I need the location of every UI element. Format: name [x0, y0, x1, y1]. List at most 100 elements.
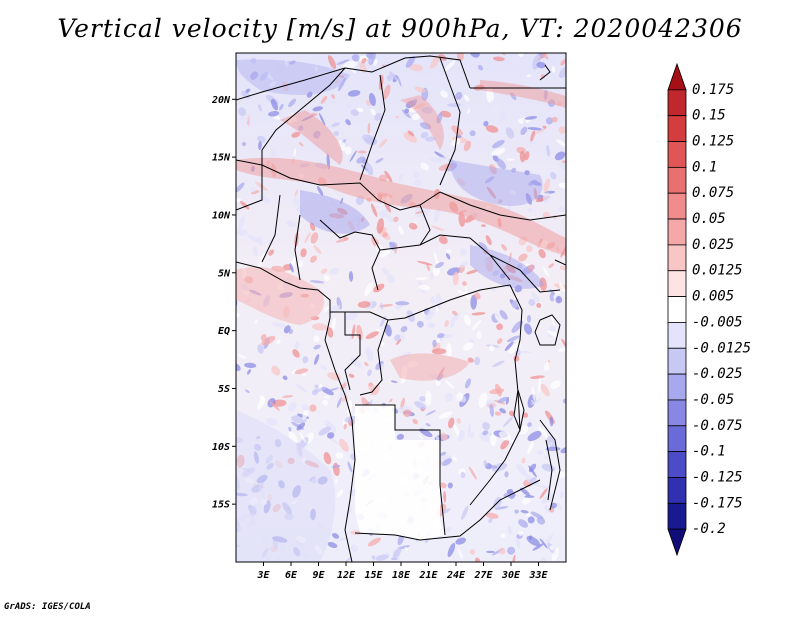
- texture-speck: [357, 215, 361, 229]
- texture-speck: [548, 263, 555, 268]
- colorbar-bin: [667, 347, 687, 375]
- texture-speck: [247, 115, 250, 127]
- texture-speck: [496, 323, 504, 331]
- texture-speck: [487, 100, 493, 109]
- nile-delta: [539, 64, 551, 81]
- texture-speck: [381, 267, 389, 276]
- texture-speck: [456, 418, 461, 424]
- texture-speck: [445, 392, 453, 402]
- texture-speck: [293, 147, 297, 157]
- texture-speck: [440, 432, 448, 441]
- colorbar-bin: [667, 141, 687, 168]
- texture-speck: [371, 555, 376, 560]
- texture-speck: [288, 98, 297, 108]
- texture-speck: [394, 334, 401, 341]
- texture-speck: [457, 548, 464, 560]
- sahara-ascent-patch: [280, 110, 343, 165]
- texture-speck: [443, 491, 447, 503]
- lake-malawi: [545, 439, 553, 501]
- texture-speck: [486, 550, 495, 554]
- texture-speck: [544, 504, 549, 513]
- texture-speck: [345, 103, 352, 110]
- texture-speck: [561, 338, 566, 347]
- colorbar-bin: [667, 192, 687, 220]
- colorbar-bin: [667, 166, 687, 194]
- border-east-drc: [509, 284, 523, 431]
- texture-speck: [559, 265, 566, 271]
- texture-speck: [470, 294, 478, 310]
- texture-speck: [312, 106, 324, 112]
- texture-speck: [374, 113, 382, 121]
- texture-speck: [236, 182, 245, 193]
- texture-speck: [379, 249, 391, 258]
- texture-speck: [356, 156, 366, 164]
- texture-speck: [540, 74, 546, 79]
- texture-speck: [407, 130, 415, 137]
- texture-speck: [323, 452, 332, 465]
- texture-speck: [538, 248, 546, 259]
- page-title: Vertical velocity [m/s] at 900hPa, VT: 2…: [57, 14, 743, 43]
- texture-speck: [561, 160, 566, 164]
- texture-speck: [255, 181, 268, 191]
- texture-speck: [294, 383, 307, 393]
- texture-speck: [386, 274, 396, 283]
- texture-speck: [498, 431, 512, 441]
- texture-speck: [504, 341, 514, 352]
- border-gabon: [344, 312, 361, 391]
- texture-speck: [347, 220, 355, 231]
- texture-speck: [456, 392, 464, 402]
- texture-speck: [370, 203, 378, 217]
- texture-speck: [524, 116, 538, 120]
- texture-speck: [528, 535, 533, 541]
- colorbar-label: 0.125: [692, 134, 734, 150]
- texture-speck: [396, 433, 405, 440]
- texture-speck: [432, 339, 437, 348]
- texture-speck: [379, 210, 388, 218]
- texture-speck: [247, 369, 251, 375]
- texture-speck: [236, 70, 246, 78]
- texture-speck: [313, 245, 322, 255]
- texture-speck: [528, 299, 536, 306]
- texture-speck: [511, 167, 517, 173]
- colorbar-label: -0.025: [692, 366, 743, 382]
- border-benin: [294, 214, 301, 281]
- texture-speck: [389, 71, 398, 81]
- texture-speck: [375, 328, 381, 332]
- texture-speck: [507, 546, 516, 555]
- texture-speck: [257, 344, 264, 354]
- colorbar-label: -0.2: [692, 521, 726, 537]
- texture-speck: [298, 142, 304, 147]
- y-tick-label: 15N: [212, 153, 231, 164]
- texture-speck: [364, 282, 373, 297]
- texture-speck: [537, 377, 541, 394]
- texture-speck: [452, 456, 458, 461]
- texture-speck: [313, 386, 327, 393]
- texture-speck: [527, 516, 535, 524]
- texture-speck: [283, 325, 291, 334]
- texture-speck: [314, 354, 320, 365]
- texture-speck: [559, 161, 566, 171]
- texture-speck: [453, 423, 461, 438]
- texture-speck: [257, 397, 266, 410]
- texture-speck: [288, 329, 294, 335]
- texture-speck: [542, 125, 547, 129]
- texture-speck: [431, 348, 447, 355]
- texture-speck: [340, 197, 344, 205]
- texture-speck: [299, 431, 307, 443]
- texture-speck: [515, 401, 524, 410]
- texture-speck: [560, 59, 566, 66]
- texture-speck: [343, 236, 349, 241]
- velocity-field: [236, 53, 566, 562]
- texture-speck: [409, 64, 424, 72]
- texture-speck: [412, 98, 418, 106]
- texture-speck: [375, 554, 389, 561]
- texture-speck: [384, 324, 392, 337]
- texture-speck: [476, 330, 482, 339]
- texture-speck: [499, 408, 507, 414]
- texture-speck: [302, 356, 309, 364]
- colorbar-bin: [667, 89, 687, 117]
- texture-speck: [460, 260, 469, 268]
- texture-speck: [522, 119, 530, 131]
- texture-speck: [436, 112, 443, 124]
